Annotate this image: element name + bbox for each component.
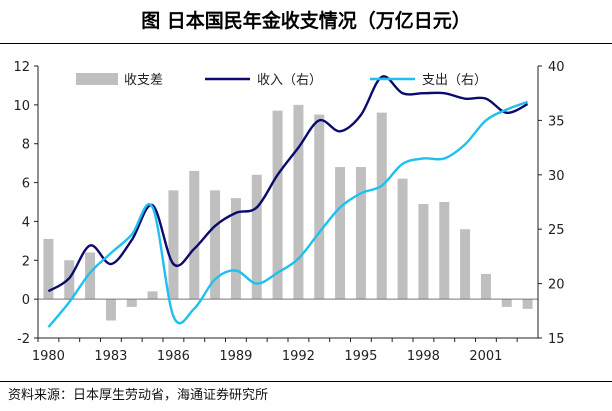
x-tick-label: 1992 bbox=[282, 349, 315, 364]
right-tick-label: 35 bbox=[548, 114, 565, 129]
right-tick-label: 40 bbox=[548, 60, 565, 75]
bar-1994 bbox=[335, 167, 346, 300]
legend-label-balance: 收支差 bbox=[124, 73, 163, 88]
bar-1997 bbox=[397, 178, 408, 300]
x-tick-label: 2001 bbox=[469, 349, 502, 364]
legend-label-expenditure: 支出（右） bbox=[422, 73, 487, 88]
bar-1991 bbox=[272, 110, 283, 300]
left-tick-label: 8 bbox=[22, 138, 30, 153]
bar-1982 bbox=[85, 252, 96, 300]
bar-1989 bbox=[230, 198, 241, 300]
bar-1987 bbox=[189, 170, 200, 300]
bar-1988 bbox=[210, 190, 221, 300]
left-tick-label: 0 bbox=[22, 293, 30, 308]
x-tick-label: 1986 bbox=[157, 349, 190, 364]
bar-1983 bbox=[105, 299, 116, 321]
bar-1984 bbox=[126, 299, 137, 307]
legend: 收支差 收入（右） 支出（右） bbox=[76, 73, 487, 88]
right-tick-label: 30 bbox=[548, 169, 565, 184]
line-expenditure bbox=[47, 100, 528, 328]
left-tick-label: 2 bbox=[22, 254, 30, 269]
x-tick-label: 1998 bbox=[407, 349, 440, 364]
axes: -2 0 2 4 6 8 10 12 15 20 25 30 35 40 1980 1983 1986 1989 1… bbox=[13, 60, 564, 364]
line-income bbox=[47, 75, 529, 293]
source-rule bbox=[0, 381, 612, 382]
page-title: 图 日本国民年金收支情况（万亿日元） bbox=[141, 10, 471, 32]
bar-1998 bbox=[418, 203, 429, 300]
bar-1992 bbox=[293, 104, 304, 300]
bar-2003 bbox=[522, 299, 533, 309]
bar-1993 bbox=[314, 114, 325, 300]
left-tick-label: 10 bbox=[13, 99, 30, 114]
bar-2000 bbox=[460, 229, 471, 300]
bar-series bbox=[43, 104, 533, 321]
bar-1980 bbox=[43, 238, 54, 300]
bar-1996 bbox=[376, 112, 387, 300]
line-series bbox=[47, 75, 529, 328]
bar-2001 bbox=[480, 273, 491, 300]
bar-2002 bbox=[501, 299, 512, 307]
left-tick-label: 12 bbox=[13, 60, 30, 75]
x-tick-label: 1995 bbox=[344, 349, 377, 364]
left-tick-label: -2 bbox=[17, 332, 30, 347]
right-tick-label: 15 bbox=[548, 332, 565, 347]
x-tick-label: 1983 bbox=[94, 349, 127, 364]
left-tick-label: 6 bbox=[22, 177, 30, 192]
bar-1999 bbox=[439, 202, 450, 300]
left-tick-label: 4 bbox=[22, 215, 30, 230]
x-tick-label: 1989 bbox=[219, 349, 252, 364]
legend-swatch-balance bbox=[76, 73, 118, 85]
title-rule bbox=[0, 43, 612, 44]
right-tick-label: 25 bbox=[548, 223, 565, 238]
legend-label-income: 收入（右） bbox=[257, 73, 322, 88]
bar-1985 bbox=[147, 291, 158, 300]
x-tick-label: 1980 bbox=[32, 349, 65, 364]
right-tick-label: 20 bbox=[548, 278, 565, 293]
source-note: 资料来源：日本厚生劳动省，海通证券研究所 bbox=[8, 388, 269, 403]
bar-1995 bbox=[355, 167, 366, 300]
bar-1990 bbox=[251, 174, 262, 300]
bar-1986 bbox=[168, 190, 179, 300]
